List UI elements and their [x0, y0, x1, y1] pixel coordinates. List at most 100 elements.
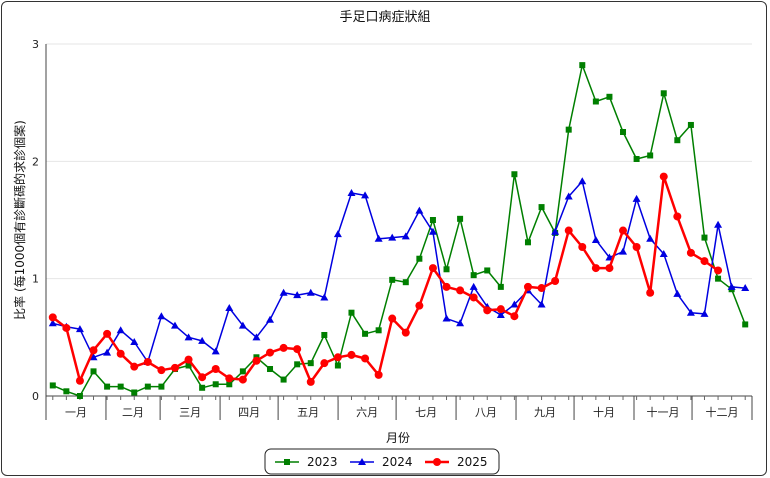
data-point-2023	[579, 62, 586, 69]
data-point-2025	[116, 349, 125, 358]
data-point-2023	[104, 383, 111, 390]
data-point-2023	[620, 129, 627, 135]
data-point-2023	[538, 204, 545, 211]
series-layer	[48, 62, 750, 399]
data-point-2024	[75, 325, 84, 333]
legend-marker	[433, 458, 441, 466]
data-point-2025	[496, 305, 505, 314]
data-point-2024	[659, 250, 668, 258]
legend-marker	[284, 459, 290, 465]
data-point-2024	[320, 293, 329, 301]
x-tick-label: 十一月	[647, 405, 680, 419]
x-tick-label: 八月	[475, 406, 497, 419]
data-point-2023	[158, 383, 165, 390]
data-point-2024	[130, 338, 139, 346]
data-point-2025	[184, 355, 193, 364]
series-line-2024	[52, 180, 746, 363]
data-point-2025	[333, 353, 342, 362]
data-point-2023	[633, 155, 640, 162]
data-point-2024	[374, 234, 383, 242]
data-point-2024	[537, 300, 546, 308]
data-point-2023	[484, 267, 491, 274]
data-point-2025	[279, 343, 288, 352]
x-tick-label: 三月	[179, 406, 201, 419]
data-point-2023	[592, 98, 599, 105]
data-point-2024	[673, 289, 682, 297]
data-point-2024	[306, 288, 315, 296]
data-point-2025	[266, 348, 275, 357]
data-point-2024	[741, 284, 750, 292]
data-point-2025	[469, 293, 478, 302]
data-point-2025	[510, 312, 519, 321]
data-point-2023	[49, 382, 56, 389]
data-point-2025	[483, 306, 492, 315]
data-point-2023	[185, 362, 192, 369]
x-tick-label: 一月	[65, 406, 87, 419]
data-point-2025	[415, 301, 424, 310]
x-tick-label: 十二月	[706, 405, 739, 419]
data-point-2024	[388, 233, 397, 241]
data-point-2025	[428, 264, 437, 273]
data-point-2025	[306, 377, 315, 386]
data-point-2024	[266, 315, 275, 323]
legend-box	[264, 448, 500, 475]
data-point-2025	[170, 363, 179, 372]
data-point-2024	[211, 347, 220, 355]
series-line-2023	[52, 64, 746, 397]
data-point-2024	[89, 353, 98, 361]
y-axis-label: 比率 (每1000個有診斷碼的求診個案)	[12, 120, 27, 320]
data-point-2024	[646, 234, 655, 242]
data-point-2025	[238, 375, 247, 384]
data-point-2024	[279, 288, 288, 296]
data-point-2024	[551, 227, 560, 235]
data-point-2024	[116, 326, 125, 334]
data-point-2024	[727, 282, 736, 290]
data-point-2025	[103, 329, 112, 338]
data-point-2023	[117, 383, 124, 390]
x-tick-label: 五月	[297, 406, 319, 419]
data-point-2025	[130, 362, 139, 371]
legend-item-2023: 2023	[275, 455, 338, 469]
y-tick-label: 2	[32, 155, 39, 168]
data-point-2025	[523, 282, 532, 291]
legend-label: 2023	[307, 455, 338, 469]
data-point-2025	[374, 370, 383, 379]
legend-marker	[358, 458, 366, 465]
data-point-2025	[211, 365, 220, 374]
data-point-2023	[715, 275, 722, 282]
data-point-2024	[591, 235, 600, 243]
series-2025	[48, 172, 723, 386]
data-point-2025	[401, 328, 410, 337]
data-point-2025	[89, 346, 98, 355]
data-point-2024	[333, 230, 342, 238]
data-point-2023	[362, 330, 369, 337]
data-point-2025	[48, 313, 57, 322]
data-point-2025	[388, 314, 397, 323]
axes: 0 1 2 3 一月 二月 三月 四月 五月 六月 七月 八月 九月 十月 十一月 十二月	[32, 38, 753, 420]
data-point-2025	[252, 356, 261, 365]
data-point-2023	[226, 381, 233, 388]
data-point-2025	[564, 226, 573, 235]
data-point-2025	[619, 226, 628, 235]
x-tick-label: 六月	[356, 406, 378, 419]
data-point-2023	[76, 393, 83, 399]
data-point-2024	[456, 319, 465, 327]
data-point-2025	[537, 284, 546, 293]
data-point-2023	[389, 276, 396, 283]
data-point-2024	[686, 308, 695, 316]
data-point-2025	[361, 354, 370, 363]
data-point-2025	[320, 359, 329, 368]
data-point-2023	[402, 279, 409, 286]
data-point-2024	[428, 227, 437, 235]
data-point-2023	[457, 215, 464, 222]
data-point-2025	[551, 277, 560, 286]
data-point-2024	[293, 291, 302, 299]
data-point-2024	[198, 336, 207, 344]
y-tick-label: 3	[32, 38, 39, 51]
data-point-2023	[497, 283, 504, 290]
data-point-2023	[144, 383, 151, 390]
data-point-2025	[659, 172, 668, 181]
data-point-2025	[347, 350, 356, 359]
data-point-2024	[496, 311, 505, 319]
data-point-2023	[687, 121, 694, 128]
